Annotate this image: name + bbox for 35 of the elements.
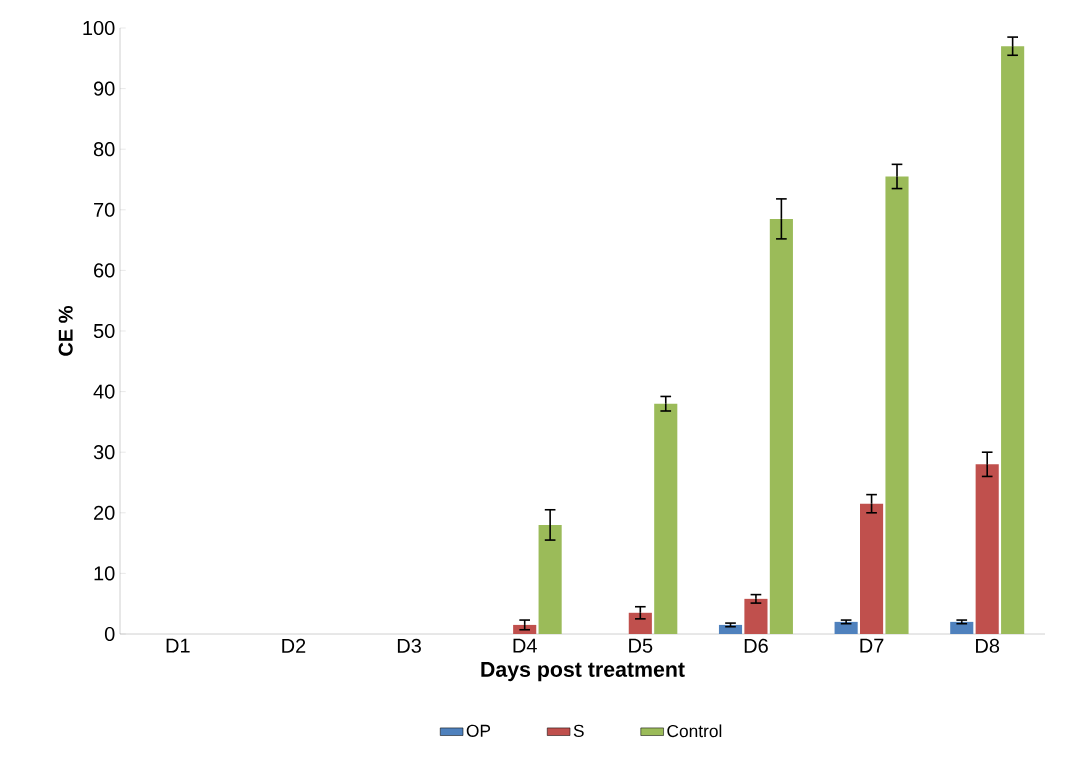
y-tick-label: 20 — [94, 505, 115, 520]
y-tick-label: 10 — [94, 566, 115, 581]
x-tick-label: D6 — [744, 638, 768, 653]
bar — [950, 621, 974, 634]
y-tick-label: 0 — [104, 626, 115, 642]
y-tick-label: 30 — [93, 445, 115, 460]
y-tick-label: 100 — [83, 20, 115, 36]
x-tick-label: D7 — [860, 638, 884, 653]
x-tick-label: D1 — [166, 638, 190, 653]
y-tick-label: 50 — [93, 323, 115, 339]
x-tick-label: D4 — [513, 638, 537, 653]
bar — [654, 403, 678, 634]
bar — [975, 464, 999, 634]
y-tick-label: 60 — [94, 263, 115, 278]
y-axis-title: CE % — [58, 305, 73, 356]
bar — [538, 524, 562, 634]
bar — [628, 612, 652, 634]
bar — [885, 176, 909, 634]
legend-label: S — [573, 724, 584, 737]
bar — [769, 218, 793, 634]
x-tick-label: D5 — [629, 638, 653, 653]
y-tick-label: 90 — [93, 81, 115, 96]
legend-label: Control — [667, 724, 722, 738]
bar — [834, 621, 858, 634]
x-tick-label: D3 — [397, 638, 421, 653]
bar — [744, 598, 768, 634]
x-axis-title: Days post treatment — [481, 662, 685, 682]
y-tick-label: 80 — [93, 142, 115, 157]
x-tick-label: D2 — [282, 638, 306, 653]
legend-label: OP — [466, 724, 491, 737]
x-tick-label: D8 — [976, 638, 1000, 653]
y-tick-label: 70 — [94, 202, 115, 217]
y-tick-label: 40 — [93, 384, 115, 399]
bar — [1001, 46, 1025, 634]
bar — [860, 503, 884, 634]
